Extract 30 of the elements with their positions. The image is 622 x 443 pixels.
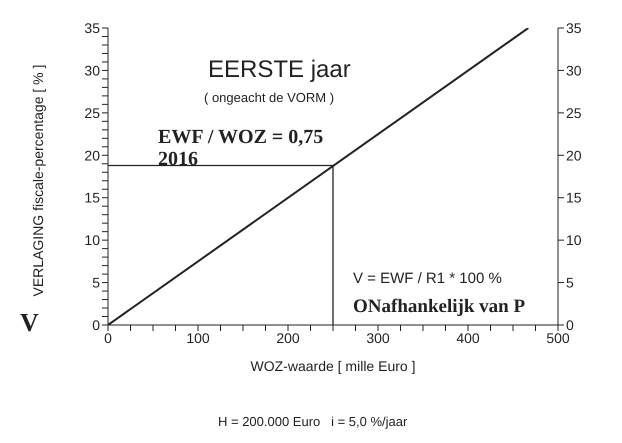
y-tick-label: 10	[84, 232, 100, 248]
text: V	[20, 308, 39, 338]
annotation: EWF / WOZ = 0,75	[158, 126, 324, 149]
annotation: ONafhankelijk van P	[353, 296, 526, 318]
y2-tick-label: 15	[566, 190, 582, 206]
x-tick-label: 400	[456, 330, 480, 346]
annotation: V = EWF / R1 * 100 %	[353, 270, 502, 287]
y-tick-label: 35	[84, 20, 100, 36]
y2-tick-label: 20	[566, 147, 582, 164]
x-axis-title: WOZ-waarde [ mille Euro ]	[250, 358, 416, 374]
y2-tick-label: 30	[566, 62, 582, 78]
text: H = 200.000 Euro i = 5,0 %/jaar	[218, 414, 408, 429]
y-tick-label: 15	[84, 190, 100, 206]
y2-tick-label: 5	[566, 274, 574, 291]
y2-tick-label: 25	[566, 104, 582, 121]
annotation: 2016	[158, 148, 198, 171]
y-tick-label: 5	[92, 274, 100, 291]
y-tick-label: 20	[84, 147, 100, 164]
x-tick-label: 200	[276, 330, 300, 346]
y2-tick-label: 10	[566, 232, 582, 248]
y-axis-title: VERLAGING fiscale-percentage [ % ]	[30, 64, 46, 296]
y-tick-label: 30	[84, 62, 100, 78]
annotation: ( ongeacht de VORM )	[204, 90, 334, 105]
y-tick-label: 0	[92, 316, 100, 333]
x-tick-label: 0	[104, 330, 112, 346]
x-tick-label: 300	[366, 330, 390, 346]
annotation: EERSTE jaar	[208, 56, 351, 84]
y2-tick-label: 35	[566, 20, 582, 36]
x-tick-label: 100	[186, 330, 210, 346]
y-tick-label: 25	[84, 104, 100, 121]
